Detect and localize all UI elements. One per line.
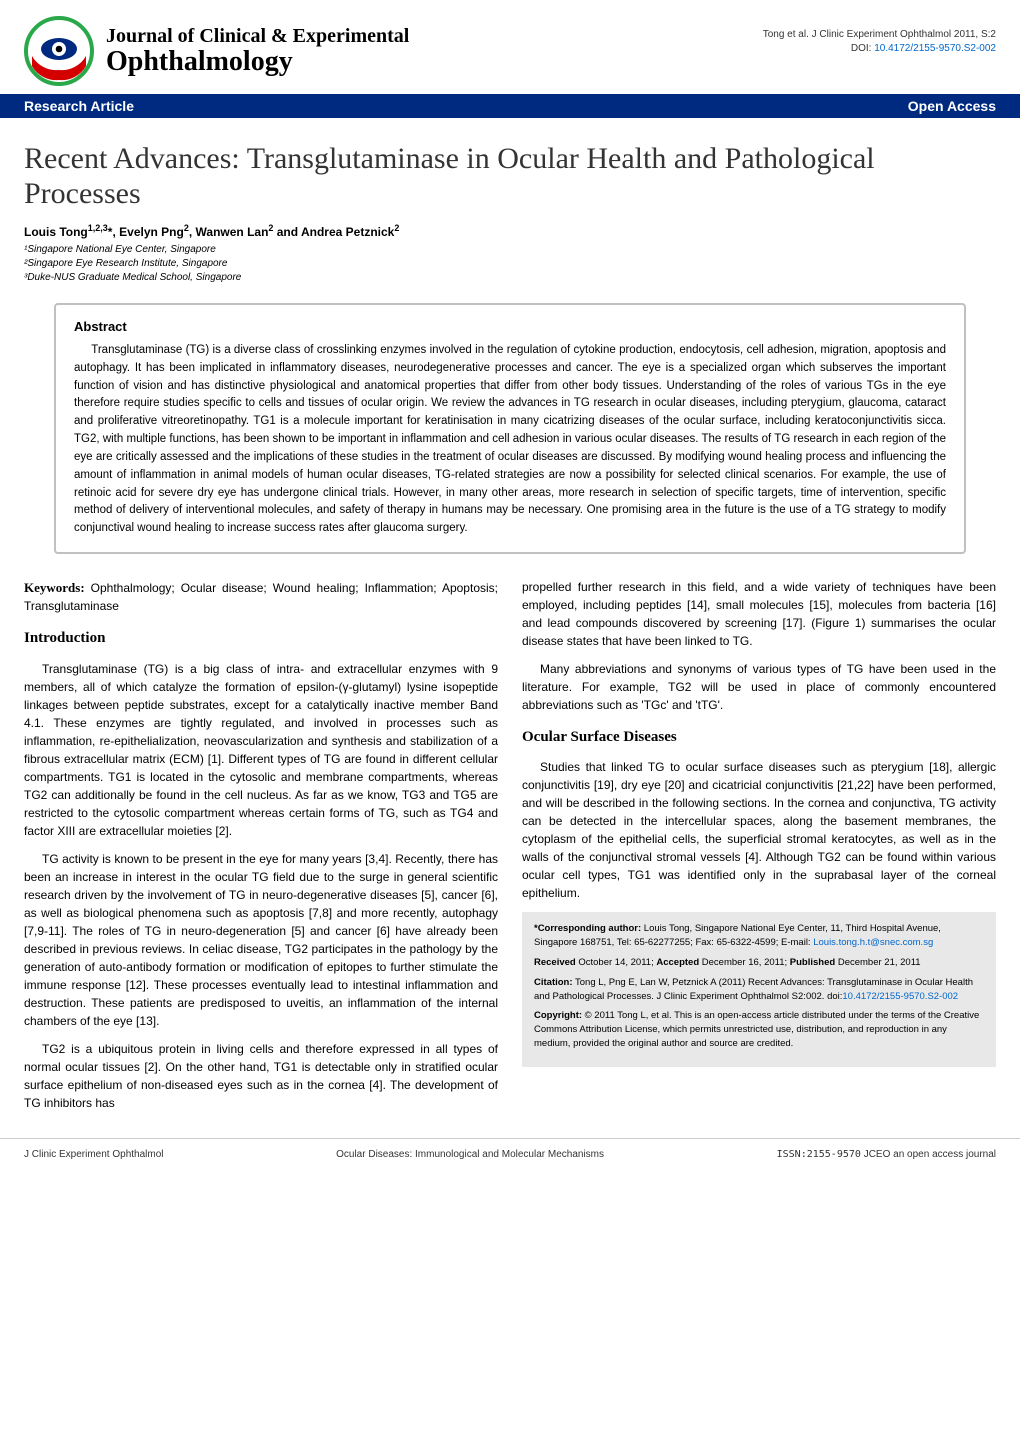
copyright-label: Copyright: — [534, 1010, 582, 1021]
column-left: Keywords: Ophthalmology; Ocular disease;… — [24, 578, 498, 1122]
bar-left-label: Research Article — [24, 98, 134, 114]
footer-center: Ocular Diseases: Immunological and Molec… — [164, 1149, 777, 1160]
footer-issn: ISSN:2155-9570 — [777, 1149, 861, 1160]
bar-right-label: Open Access — [908, 98, 996, 114]
main-content: Recent Advances: Transglutaminase in Ocu… — [0, 118, 1020, 1138]
osd-p1: Studies that linked TG to ocular surface… — [522, 758, 996, 902]
header-right: Tong et al. J Clinic Experiment Ophthalm… — [763, 16, 996, 56]
abstract-text: Transglutaminase (TG) is a diverse class… — [74, 342, 946, 538]
article-title: Recent Advances: Transglutaminase in Ocu… — [24, 142, 996, 211]
intro-p3: TG2 is a ubiquitous protein in living ce… — [24, 1040, 498, 1112]
intro-p1: Transglutaminase (TG) is a big class of … — [24, 660, 498, 840]
corr-label: *Corresponding author: — [534, 923, 641, 934]
col2-p1: propelled further research in this field… — [522, 578, 996, 650]
copyright-block: Copyright: © 2011 Tong L, et al. This is… — [534, 1009, 984, 1050]
doi-line: DOI: 10.4172/2155-9570.S2-002 — [763, 42, 996, 56]
citation-short: Tong et al. J Clinic Experiment Ophthalm… — [763, 28, 996, 42]
header-left: Journal of Clinical & Experimental Ophth… — [24, 16, 409, 86]
keywords-line: Keywords: Ophthalmology; Ocular disease;… — [24, 578, 498, 616]
affiliation-3: ³Duke-NUS Graduate Medical School, Singa… — [24, 271, 996, 285]
page-footer: J Clinic Experiment Ophthalmol Ocular Di… — [0, 1138, 1020, 1170]
research-bar: Research Article Open Access — [0, 94, 1020, 118]
corresponding-author: *Corresponding author: Louis Tong, Singa… — [534, 922, 984, 950]
copyright-text: © 2011 Tong L, et al. This is an open-ac… — [534, 1010, 979, 1049]
journal-title-line1: Journal of Clinical & Experimental — [106, 25, 409, 47]
keywords-text: Ophthalmology; Ocular disease; Wound hea… — [24, 581, 498, 614]
intro-p2: TG activity is known to be present in th… — [24, 850, 498, 1030]
affiliation-2: ²Singapore Eye Research Institute, Singa… — [24, 257, 996, 271]
body-columns: Keywords: Ophthalmology; Ocular disease;… — [24, 578, 996, 1122]
keywords-label: Keywords: — [24, 580, 85, 595]
doi-label: DOI: — [851, 43, 874, 54]
column-right: propelled further research in this field… — [522, 578, 996, 1122]
doi-link[interactable]: 10.4172/2155-9570.S2-002 — [874, 43, 996, 54]
intro-heading: Introduction — [24, 627, 498, 650]
citation-label: Citation: — [534, 977, 573, 988]
osd-heading: Ocular Surface Diseases — [522, 726, 996, 749]
footer-left: J Clinic Experiment Ophthalmol — [24, 1149, 164, 1160]
dates-line: Received October 14, 2011; Accepted Dece… — [534, 956, 984, 970]
journal-logo — [24, 16, 94, 86]
col2-p2: Many abbreviations and synonyms of vario… — [522, 660, 996, 714]
footer-right-text: JCEO an open access journal — [861, 1149, 996, 1160]
affiliation-1: ¹Singapore National Eye Center, Singapor… — [24, 243, 996, 257]
page-header: Journal of Clinical & Experimental Ophth… — [0, 0, 1020, 94]
citation-block: Citation: Tong L, Png E, Lan W, Petznick… — [534, 976, 984, 1004]
abstract-box: Abstract Transglutaminase (TG) is a dive… — [54, 303, 966, 554]
citation-doi-link[interactable]: 10.4172/2155-9570.S2-002 — [842, 991, 958, 1002]
corr-email-link[interactable]: Louis.tong.h.t@snec.com.sg — [813, 937, 933, 948]
journal-title-line2: Ophthalmology — [106, 47, 409, 78]
authors-line: Louis Tong1,2,3*, Evelyn Png2, Wanwen La… — [24, 223, 996, 239]
affiliations-block: ¹Singapore National Eye Center, Singapor… — [24, 243, 996, 285]
abstract-heading: Abstract — [74, 319, 946, 334]
article-info-box: *Corresponding author: Louis Tong, Singa… — [522, 912, 996, 1066]
footer-right: ISSN:2155-9570 JCEO an open access journ… — [777, 1149, 996, 1160]
journal-title-block: Journal of Clinical & Experimental Ophth… — [106, 25, 409, 78]
logo-icon — [24, 16, 94, 86]
